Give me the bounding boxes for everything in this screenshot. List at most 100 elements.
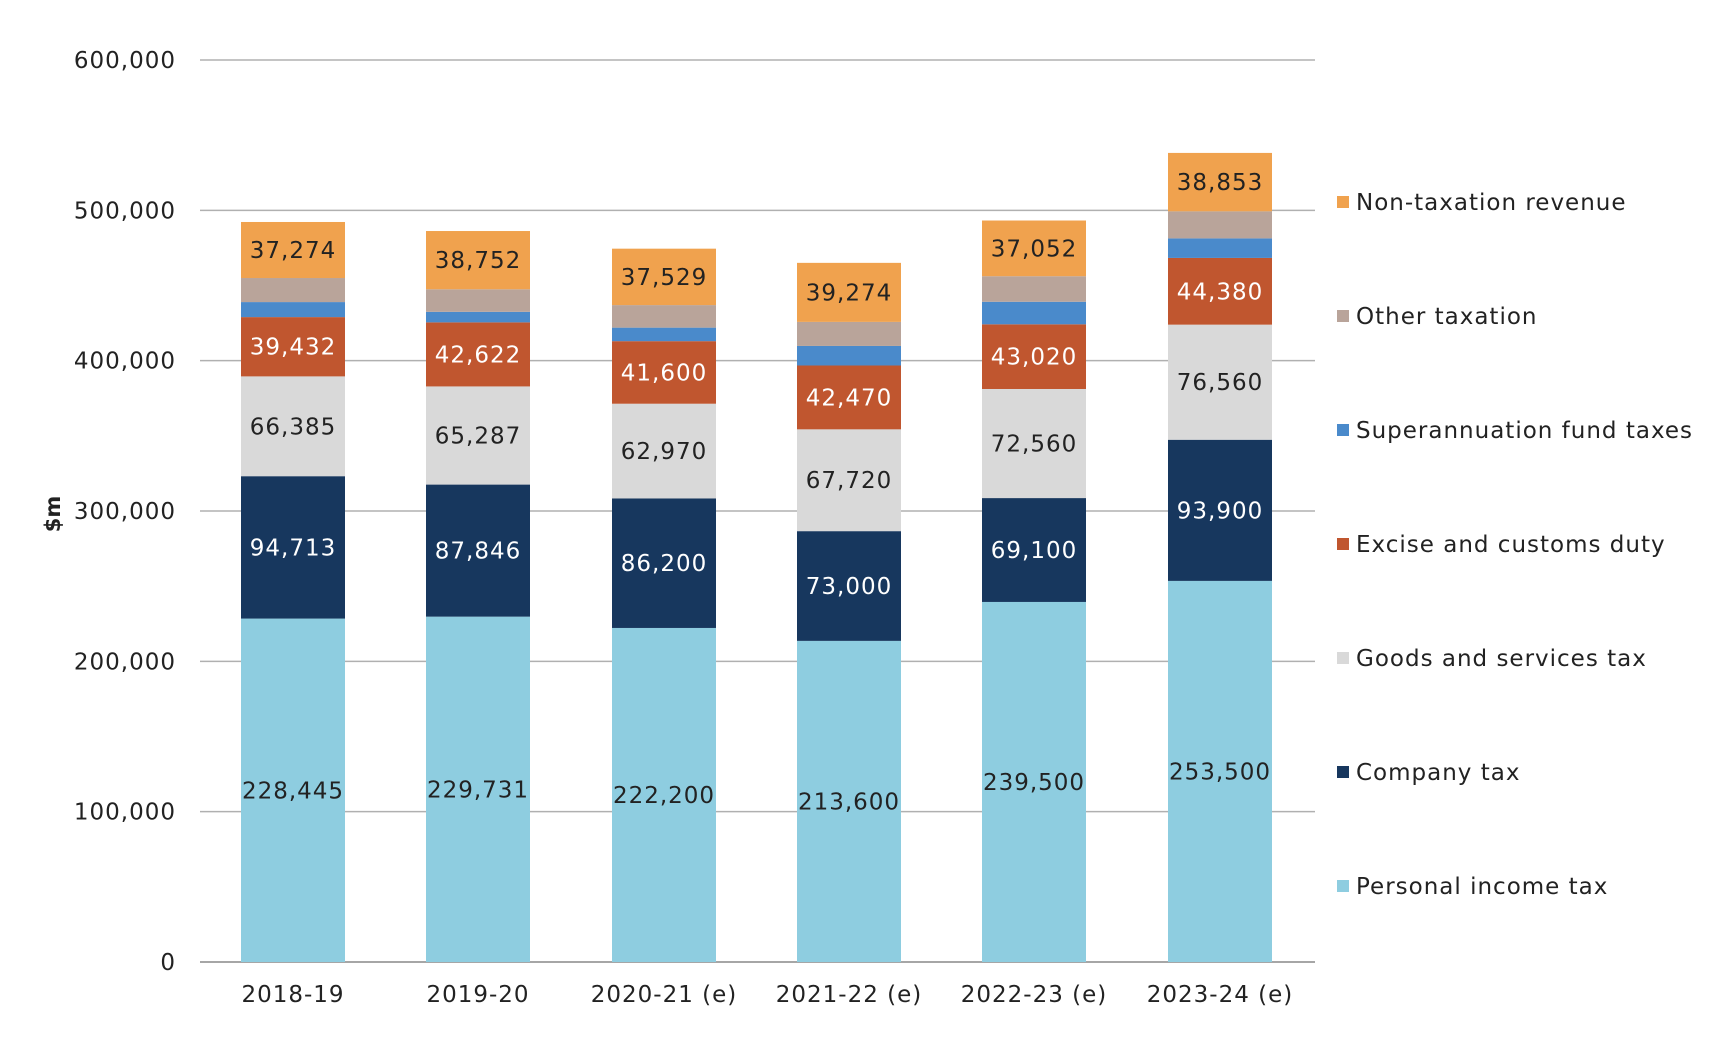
y-tick-label: 100,000 (74, 800, 176, 826)
data-label: 69,100 (991, 538, 1077, 564)
bar-segment (612, 248, 716, 306)
legend-swatch (1337, 310, 1349, 322)
data-label: 222,200 (613, 783, 715, 809)
y-tick-label: 400,000 (74, 349, 176, 375)
bar-segment (241, 618, 345, 962)
y-tick-label: 500,000 (74, 198, 176, 224)
x-tick-label: 2020-21 (e) (591, 982, 738, 1008)
bar-segment (982, 324, 1086, 389)
y-tick-label: 200,000 (74, 649, 176, 675)
legend-item: Non-taxation revenue (1337, 190, 1627, 216)
data-label: 213,600 (798, 789, 900, 815)
data-label: 43,020 (991, 345, 1077, 371)
data-label: 38,752 (435, 248, 521, 274)
legend-item: Personal income tax (1337, 874, 1607, 900)
legend-label: Superannuation fund taxes (1356, 418, 1693, 444)
bar-segment (1168, 439, 1272, 581)
data-label: 37,529 (621, 265, 707, 291)
bar-segment (612, 627, 716, 962)
legend-swatch (1337, 880, 1349, 892)
bar-segment (1168, 211, 1272, 239)
bar-segment (797, 262, 901, 322)
x-axis-ticks: 2018-19 2019-20 2020-21 (e) 2021-22 (e) 2022… (241, 982, 1294, 1008)
data-label: 41,600 (621, 360, 707, 386)
bar-segment (426, 322, 530, 387)
legend-item: Excise and customs duty (1337, 532, 1666, 558)
bar-segment (612, 305, 716, 328)
bar-segment (426, 484, 530, 617)
data-label: 239,500 (983, 770, 1085, 796)
bar-segment (982, 276, 1086, 302)
y-tick-label: 600,000 (74, 48, 176, 74)
bar-segment (612, 341, 716, 404)
data-label: 42,622 (435, 342, 521, 368)
bar-segment (797, 365, 901, 430)
x-tick-label: 2022-23 (e) (961, 982, 1108, 1008)
bar-segment (982, 220, 1086, 277)
data-label: 38,853 (1177, 170, 1263, 196)
bar-segment (797, 640, 901, 962)
data-label: 86,200 (621, 551, 707, 577)
data-label: 229,731 (427, 777, 529, 803)
bar-segment (612, 498, 716, 628)
bar-segment (241, 278, 345, 303)
bar-segment (797, 345, 901, 366)
bar-segment (982, 498, 1086, 602)
legend: Non-taxation revenue Other taxation Supera… (1337, 190, 1693, 900)
bar-segment (241, 376, 345, 477)
y-axis-label: $m (41, 496, 65, 533)
legend-swatch (1337, 766, 1349, 778)
x-tick-label: 2021-22 (e) (776, 982, 923, 1008)
y-tick-label: 0 (160, 950, 176, 976)
bar-segment (241, 317, 345, 377)
x-tick-label: 2023-24 (e) (1147, 982, 1294, 1008)
y-axis-ticks: 0 100,000 200,000 300,000 400,000 500,000 600,… (74, 48, 176, 976)
data-label: 253,500 (1169, 759, 1271, 785)
bar-segment (1168, 324, 1272, 440)
data-label: 66,385 (250, 414, 336, 440)
legend-label: Non-taxation revenue (1356, 190, 1627, 216)
data-label: 73,000 (806, 574, 892, 600)
data-label: 39,432 (250, 335, 336, 361)
bar-segment (982, 601, 1086, 962)
data-label: 62,970 (621, 439, 707, 465)
bars (241, 152, 1272, 962)
data-label: 65,287 (435, 424, 521, 450)
legend-swatch (1337, 538, 1349, 550)
gridlines (200, 59, 1315, 963)
bar-segment (797, 531, 901, 641)
legend-label: Excise and customs duty (1356, 532, 1666, 558)
data-label: 39,274 (806, 280, 892, 306)
data-label: 37,274 (250, 238, 336, 264)
data-label: 37,052 (991, 236, 1077, 262)
data-label: 72,560 (991, 432, 1077, 458)
legend-item: Goods and services tax (1337, 646, 1647, 672)
legend-item: Superannuation fund taxes (1337, 418, 1693, 444)
data-label: 67,720 (806, 468, 892, 494)
bar-segment (797, 321, 901, 346)
x-tick-label: 2018-19 (241, 982, 344, 1008)
bar-segment (426, 231, 530, 290)
legend-swatch (1337, 652, 1349, 664)
legend-label: Goods and services tax (1356, 646, 1647, 672)
bar-segment (1168, 152, 1272, 212)
bar-segment (1168, 580, 1272, 962)
bar-segment (982, 301, 1086, 325)
data-labels: 228,445 94,713 66,385 39,432 37,274 229,731 87… (242, 170, 1271, 815)
bar-segment (982, 388, 1086, 499)
data-label: 93,900 (1177, 498, 1263, 524)
x-tick-label: 2019-20 (426, 982, 529, 1008)
bar-segment (241, 302, 345, 318)
bar-segment (612, 327, 716, 342)
bar-segment (426, 386, 530, 485)
bar-segment (241, 221, 345, 279)
legend-swatch (1337, 196, 1349, 208)
data-label: 228,445 (242, 778, 344, 804)
bar-segment (426, 616, 530, 962)
legend-item: Company tax (1337, 760, 1519, 786)
data-label: 42,470 (806, 385, 892, 411)
bar-segment (1168, 257, 1272, 325)
bar-segment (797, 429, 901, 532)
data-label: 76,560 (1177, 370, 1263, 396)
